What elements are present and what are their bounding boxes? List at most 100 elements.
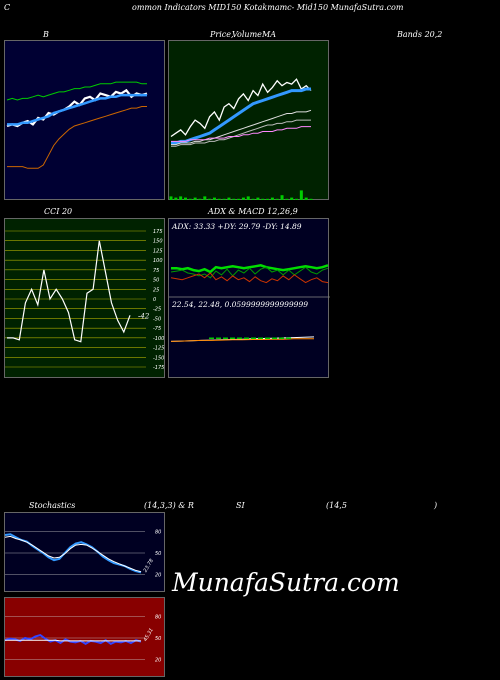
rsi-close: ) <box>434 501 438 510</box>
cci-tick-label: -100 <box>153 336 164 342</box>
rsi-tick-label: 50 <box>155 636 161 642</box>
volume-title: Volume <box>232 30 262 39</box>
stoch-params: (14,3,3) & R <box>144 501 194 510</box>
adx-line--DY <box>170 272 329 284</box>
volume-bar <box>304 197 308 200</box>
volume-bar <box>309 198 313 200</box>
volume-bar <box>275 198 279 200</box>
adx-macd-title: ADX & MACD 12,26,9 <box>208 207 298 216</box>
stoch-tick-label: 80 <box>155 529 161 535</box>
volume-bar <box>237 198 241 200</box>
volume-bar <box>188 198 192 200</box>
cci-tick-label: -25 <box>153 307 161 313</box>
ma-line-ma-blue <box>171 87 311 145</box>
cci-tick-label: -125 <box>153 346 164 352</box>
cci-tick-label: -175 <box>153 365 164 371</box>
cci-tick-label: -150 <box>153 355 164 361</box>
macd-histogram-bar <box>272 337 277 339</box>
volume-bar <box>174 197 178 200</box>
watermark: MunafaSutra.com <box>172 568 400 597</box>
volume-bar <box>241 197 245 200</box>
cci-tick-label: -75 <box>153 326 161 332</box>
volume-bar <box>208 198 212 200</box>
stoch-tick-label: 50 <box>155 551 161 557</box>
cci-tick-label: -50 <box>153 316 161 322</box>
cci-tick-label: 25 <box>153 287 159 293</box>
cci-current-label: -42 <box>138 312 150 320</box>
rsi-chart: 80 50 20 45.31 <box>5 614 161 664</box>
volume-bar <box>251 198 255 200</box>
macd-histogram-bar <box>265 337 270 339</box>
volume-bar <box>232 198 236 200</box>
rsi-tick-label: 20 <box>155 658 161 664</box>
stoch-tick-label: 20 <box>155 573 161 579</box>
macd-histogram-bar <box>286 337 291 339</box>
macd-histogram-bar <box>258 337 263 339</box>
volume-bar <box>169 196 173 200</box>
ma-line-ma-white2 <box>171 119 311 147</box>
header-title: ommon Indicators MID150 Kotakmamc- Mid15… <box>132 3 404 12</box>
macd-values: 22.54, 22.48, 0.0599999999999999 <box>172 300 308 309</box>
ma-panel <box>168 40 329 200</box>
price-title: Price, <box>210 30 234 39</box>
macd-histogram-bar <box>279 337 284 339</box>
cci-title: CCI 20 <box>44 207 73 216</box>
volume-bar <box>295 198 299 200</box>
ma-line-ma-white1 <box>171 109 312 146</box>
rsi-tick-label: 80 <box>155 614 161 620</box>
rsi-line-ref <box>5 639 141 642</box>
volume-bar <box>285 198 289 200</box>
volume-bar <box>256 197 260 200</box>
bollinger-chart <box>6 81 148 169</box>
cci-tick-label: 0 <box>153 297 156 303</box>
rsi-current-label: 45.31 <box>143 627 155 642</box>
cci-tick-label: 50 <box>153 278 159 284</box>
macd-histogram-bar <box>244 337 249 339</box>
cci-tick-label: 125 <box>153 248 163 254</box>
macd-histogram-bar <box>230 337 235 339</box>
cci-panel: 175 150 125 100 75 50 25 0 -25 -50 -75 -100 -125 -150… <box>4 218 165 378</box>
stochastics-panel: 80 50 20 23.78 <box>4 512 165 592</box>
rsi-title: SI <box>236 501 245 510</box>
volume-bar <box>222 198 226 200</box>
stoch-current-label: 23.78 <box>143 558 155 573</box>
volume-bar <box>179 196 183 200</box>
ma-line-price <box>170 78 312 138</box>
volume-bar <box>198 198 202 200</box>
macd-histogram-bar <box>223 337 228 339</box>
bollinger-line-upper <box>6 81 147 101</box>
cci-line <box>7 240 131 343</box>
volume-bar <box>266 198 270 200</box>
volume-bar <box>193 197 197 200</box>
bollinger-line-lower <box>7 106 147 169</box>
volume-bar <box>280 195 284 200</box>
ma-line-ma-pink <box>171 126 311 142</box>
macd-histogram-bar <box>251 337 256 339</box>
adx-line-+DY <box>170 266 329 279</box>
cci-tick-label: 75 <box>153 268 159 274</box>
volume-bar <box>261 198 265 200</box>
volume-bar <box>290 197 294 200</box>
volume-bar <box>299 190 303 200</box>
volume-bar <box>227 197 231 200</box>
macd-histogram-bar <box>237 337 242 339</box>
volume-bar <box>212 197 216 200</box>
header-left: C <box>4 3 11 12</box>
rsi-line-RSI <box>5 634 142 645</box>
bb-title: B <box>43 30 49 39</box>
macd-histogram-bar <box>209 337 214 339</box>
volume-bar <box>246 196 250 200</box>
bands-title: Bands 20,2 <box>397 30 443 39</box>
volume-bar <box>183 197 187 200</box>
macd-histogram-bar <box>216 337 221 339</box>
adx-macd-chart <box>169 264 330 342</box>
cci-tick-label: 100 <box>153 258 163 264</box>
ma-title: MA <box>262 30 276 39</box>
ma-chart <box>169 78 313 200</box>
volume-bar <box>270 197 274 200</box>
volume-bar <box>217 198 221 200</box>
bollinger-panel <box>4 40 165 200</box>
stoch-line-%K <box>5 533 142 574</box>
